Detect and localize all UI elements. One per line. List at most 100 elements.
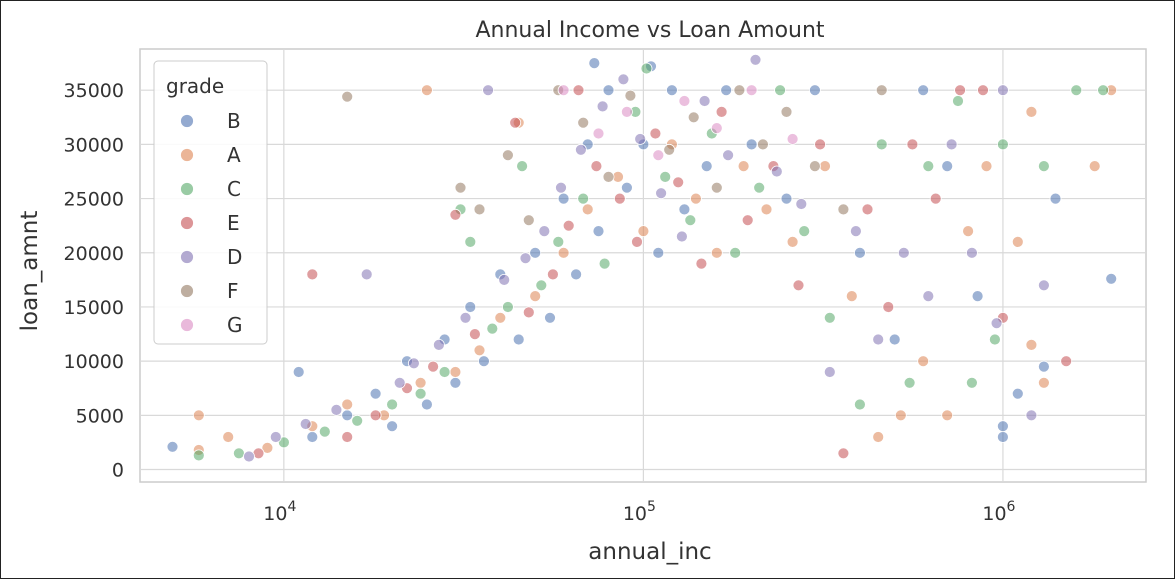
data-point <box>407 357 420 370</box>
data-point <box>850 225 862 238</box>
data-point <box>473 344 486 357</box>
data-point <box>477 355 490 368</box>
data-point <box>631 235 643 248</box>
data-point <box>1011 235 1024 248</box>
data-points <box>166 53 1118 463</box>
y-tick-label: 25000 <box>64 189 124 211</box>
data-point <box>522 214 535 227</box>
data-point <box>602 170 615 183</box>
data-point <box>449 366 462 378</box>
data-point <box>557 246 570 259</box>
data-point <box>341 90 354 103</box>
data-point <box>192 409 205 422</box>
data-point <box>464 235 477 248</box>
data-point <box>306 431 319 443</box>
data-point <box>854 398 866 411</box>
data-point <box>557 192 570 205</box>
data-point <box>990 317 1003 330</box>
data-point <box>369 409 382 422</box>
data-point <box>845 290 858 303</box>
data-point <box>420 398 433 411</box>
x-tick-label: 106 <box>982 499 1015 525</box>
data-point <box>261 441 274 454</box>
data-point <box>861 203 874 216</box>
data-point <box>745 84 758 97</box>
data-point <box>269 431 282 443</box>
data-point <box>222 431 235 443</box>
legend-marker <box>180 216 194 230</box>
data-point <box>482 84 495 97</box>
y-tick-labels: 0 5000 10000 15000 20000 25000 30000 35000 <box>64 80 124 481</box>
data-point <box>1097 84 1109 97</box>
data-point <box>464 301 477 313</box>
data-point <box>823 366 836 378</box>
data-point <box>649 127 662 140</box>
data-point <box>341 398 354 411</box>
data-point <box>509 116 522 129</box>
data-point <box>888 333 901 346</box>
data-point <box>166 440 179 453</box>
data-point <box>637 225 650 238</box>
x-axis-label: annual_inc <box>588 539 711 565</box>
legend-label: D <box>227 245 242 269</box>
data-point <box>952 95 964 107</box>
data-point <box>1011 387 1024 400</box>
data-point <box>989 333 1001 346</box>
data-point <box>894 409 907 422</box>
series-E <box>252 84 1073 460</box>
data-point <box>872 333 885 346</box>
data-point <box>837 447 850 460</box>
legend-label: F <box>227 279 239 303</box>
data-point <box>780 106 793 118</box>
data-point <box>1038 360 1050 373</box>
data-point <box>570 268 582 281</box>
data-point <box>733 84 746 97</box>
data-point <box>512 333 525 346</box>
data-point <box>741 214 754 227</box>
data-point <box>634 133 647 145</box>
data-point <box>780 192 793 205</box>
data-point <box>351 414 364 427</box>
data-point <box>621 181 633 194</box>
data-point <box>535 279 548 292</box>
data-point <box>1038 160 1050 173</box>
data-point <box>897 246 910 259</box>
data-point <box>690 192 702 205</box>
data-point <box>414 387 427 400</box>
data-point <box>538 225 551 238</box>
data-point <box>941 160 954 173</box>
x-tick-label: 105 <box>623 499 656 525</box>
legend-marker <box>180 318 194 332</box>
data-point <box>666 84 678 97</box>
data-point <box>575 143 587 156</box>
data-point <box>592 225 605 238</box>
data-point <box>922 290 935 303</box>
data-point <box>882 301 895 313</box>
data-point <box>980 160 993 173</box>
data-point <box>941 409 954 422</box>
data-point <box>966 376 978 389</box>
data-point <box>596 100 609 113</box>
data-point <box>529 290 542 303</box>
data-point <box>581 203 594 216</box>
data-point <box>659 170 672 183</box>
data-point <box>700 160 713 173</box>
y-tick-label: 35000 <box>64 80 124 102</box>
data-point <box>997 84 1009 97</box>
x-tick-label: 104 <box>263 499 296 525</box>
data-point <box>577 192 590 205</box>
series-D <box>243 53 1050 463</box>
data-point <box>698 95 711 107</box>
legend-label: E <box>227 211 240 235</box>
data-point <box>710 181 723 194</box>
series-G <box>557 84 799 162</box>
data-point <box>749 53 762 66</box>
data-point <box>1025 106 1038 118</box>
data-point <box>454 181 467 194</box>
data-point <box>814 138 826 151</box>
y-tick-label: 20000 <box>64 243 124 265</box>
data-point <box>621 106 633 118</box>
x-tick-labels: 104 105 106 <box>263 499 1015 525</box>
